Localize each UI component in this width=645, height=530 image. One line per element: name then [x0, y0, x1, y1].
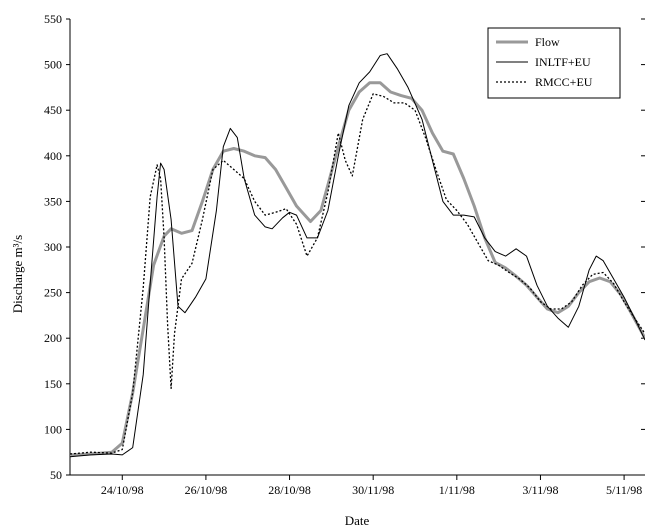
- y-tick-label: 450: [44, 103, 62, 117]
- legend-label: INLTF+EU: [535, 55, 591, 69]
- x-tick-label: 30/11/98: [352, 483, 394, 497]
- y-tick-label: 250: [44, 286, 62, 300]
- x-tick-label: 26/10/98: [185, 483, 228, 497]
- series-line-flow: [69, 81, 645, 457]
- x-axis: 24/10/98 26/10/98 28/10/98 30/11/98 1/11/98 3…: [70, 474, 645, 497]
- series-line-inltf-eu: [69, 53, 645, 458]
- legend-box: [487, 27, 621, 99]
- y-tick-label: 400: [44, 149, 62, 163]
- y-tick-label: 300: [44, 240, 62, 254]
- series-line-rmcc-eu: [69, 93, 645, 455]
- y-axis: 50 100 150 200 250 300 350 400 450 500 550: [44, 12, 645, 482]
- x-tick-label: 24/10/98: [101, 483, 144, 497]
- x-tick-label: 3/11/98: [522, 483, 558, 497]
- y-tick-label: 350: [44, 194, 62, 208]
- legend-label: RMCC+EU: [535, 75, 593, 89]
- x-axis-label: Date: [345, 513, 370, 528]
- series-layer: [69, 53, 645, 458]
- y-tick-label: 500: [44, 58, 62, 72]
- y-axis-label: Discharge m³/s: [10, 235, 25, 313]
- y-tick-label: 550: [44, 12, 62, 26]
- legend-label: Flow: [535, 35, 560, 49]
- x-tick-label: 5/11/98: [606, 483, 642, 497]
- y-tick-label: 100: [44, 422, 62, 436]
- y-tick-label: 50: [50, 468, 62, 482]
- x-tick-label: 28/10/98: [268, 483, 311, 497]
- y-tick-label: 200: [44, 331, 62, 345]
- x-tick-label: 1/11/98: [439, 483, 475, 497]
- legend: Flow INLTF+EU RMCC+EU: [487, 27, 621, 99]
- y-tick-label: 150: [44, 377, 62, 391]
